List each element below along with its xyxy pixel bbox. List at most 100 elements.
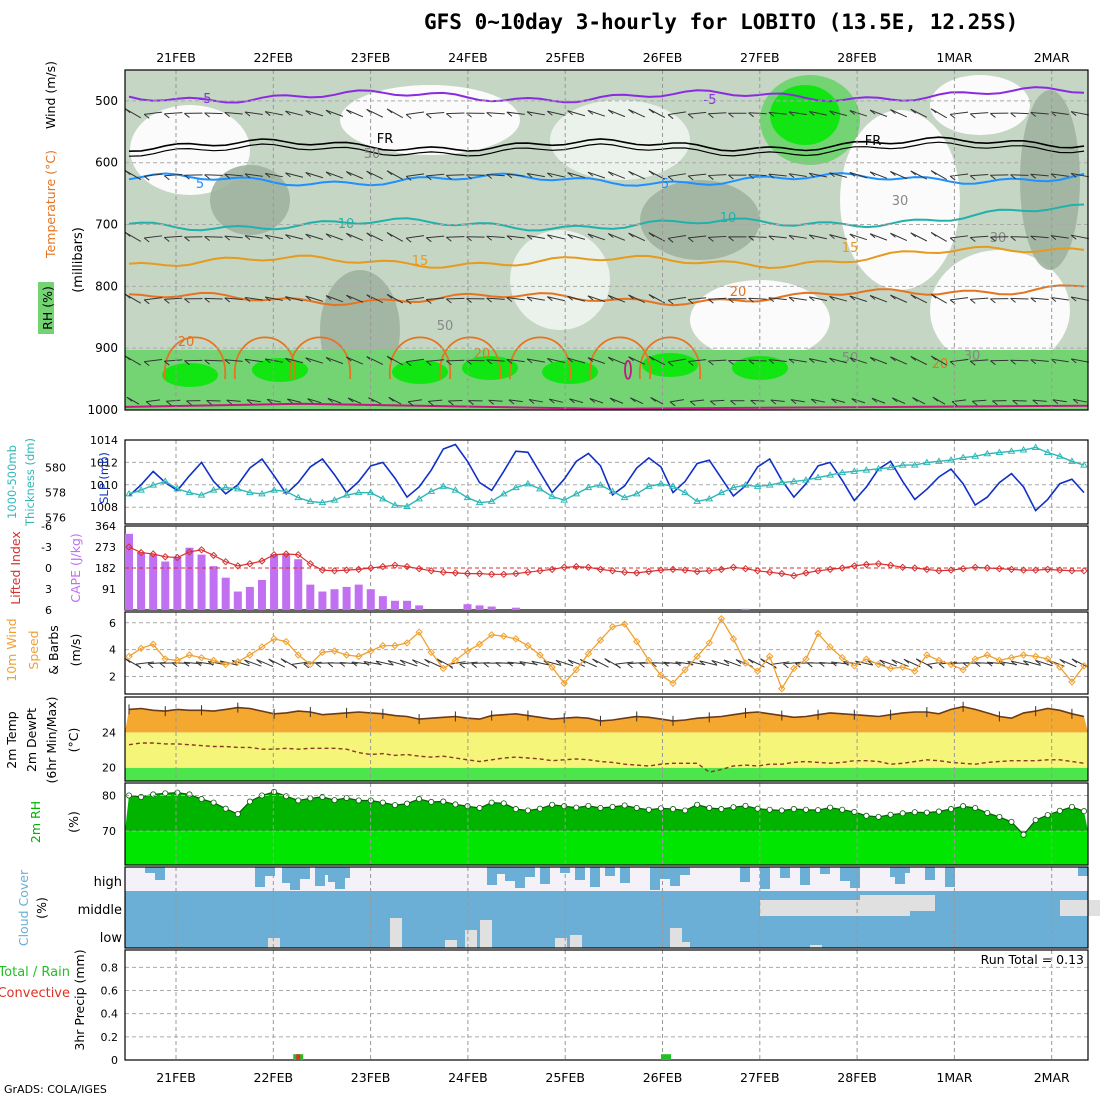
- wind-speed-point: [838, 653, 846, 662]
- wind-barb-mid: [224, 297, 231, 303]
- cloud-high-block: [820, 867, 830, 874]
- wind-barb-mid: [1010, 236, 1029, 238]
- rh-frame: [124, 782, 1089, 866]
- cloud-high-block: [155, 867, 165, 880]
- wind-barb-upper: [808, 111, 815, 116]
- wind-barb-surface: [790, 399, 797, 405]
- surface-wind-barb: [819, 661, 838, 665]
- wind-barb-mid: [386, 232, 393, 237]
- wind-barb-upper: [1010, 174, 1029, 176]
- wind-barb-low: [366, 356, 384, 365]
- wind-barb-mid: [969, 237, 976, 242]
- wind-barb-mid: [486, 297, 505, 300]
- wind-barb-upper: [244, 173, 263, 177]
- wind-barb-mid: [164, 297, 183, 300]
- wind-barb-mid: [567, 295, 586, 302]
- thickness-point: [608, 487, 617, 494]
- rh-point: [972, 804, 979, 811]
- wind-barb-surface: [951, 401, 958, 406]
- wind-barb-mid: [1050, 297, 1057, 302]
- thickness-point: [258, 489, 266, 497]
- thickness-point: [427, 487, 436, 494]
- wind-barb-upper: [486, 173, 505, 177]
- wind-barb-upper: [607, 171, 614, 177]
- wind-barb-surface: [770, 399, 785, 402]
- thickness-point: [149, 481, 158, 488]
- lifted-index-point: [1044, 565, 1052, 574]
- cape-bar: [257, 580, 266, 610]
- rh-point: [948, 806, 955, 813]
- wind-barb-low: [285, 357, 291, 363]
- wind-barb-upper: [788, 173, 795, 179]
- wind-barb-upper: [728, 174, 734, 180]
- wind-speed-point: [1056, 663, 1064, 671]
- wind-barb-mid: [970, 297, 989, 300]
- rh-point: [694, 801, 701, 808]
- wind-barb-low: [224, 359, 231, 365]
- wind-barb-surface: [468, 400, 474, 405]
- lifted-index-point: [222, 557, 230, 566]
- wind-barb-surface: [488, 399, 503, 402]
- wind-barb-mid: [264, 234, 271, 240]
- wind-barb-mid: [506, 235, 513, 241]
- rh-point: [1032, 817, 1039, 824]
- surface-wind-barb: [291, 663, 298, 669]
- wind-speed-point: [596, 636, 605, 644]
- surface-wind-barb: [412, 659, 430, 667]
- wind-barb-upper: [768, 173, 775, 179]
- wind-barb-surface: [810, 398, 817, 404]
- wind-barb-low: [808, 358, 815, 364]
- surface-wind-barb: [400, 659, 418, 667]
- thickness-label: Thickness (dm): [23, 438, 37, 527]
- wind-barb-mid: [608, 233, 626, 241]
- wind-barb-mid: [768, 235, 775, 241]
- wind-speed-point: [294, 651, 302, 659]
- contour-label: 50: [364, 147, 381, 162]
- wind-speed-point: [862, 655, 871, 663]
- pressure-tick: 1000: [87, 403, 118, 417]
- surface-wind-barb: [843, 661, 849, 666]
- wind-barb-upper: [949, 113, 956, 119]
- wind-barb-low: [768, 359, 775, 364]
- rh-point: [585, 802, 592, 809]
- wind-barb-surface: [669, 401, 676, 407]
- wind-speed-point: [814, 629, 822, 638]
- wind-barb-upper: [466, 174, 472, 180]
- rh-tick: 70: [102, 825, 116, 838]
- wind-barb-low: [970, 359, 989, 362]
- thickness-point: [125, 489, 133, 497]
- wind-barb-mid: [547, 296, 553, 302]
- wind-barb-upper: [143, 175, 150, 181]
- rh-above-70-fill: [125, 791, 1088, 835]
- lifted-index-point: [161, 553, 169, 561]
- wind-barb-upper: [224, 112, 231, 117]
- surface-wind-barb: [855, 660, 874, 666]
- wind-barb-low: [486, 359, 493, 365]
- wind-barb-low: [587, 357, 594, 363]
- wind-barb-surface: [488, 399, 495, 405]
- wind-barb-mid: [325, 233, 332, 239]
- wind-barb-mid: [930, 232, 937, 237]
- slp-frame: [124, 439, 1089, 525]
- wind-speed-point: [935, 656, 943, 665]
- wind-barb-surface: [1032, 399, 1039, 405]
- wind-barb-upper: [526, 111, 533, 117]
- thickness-line: [128, 446, 1085, 508]
- lifted-index-point: [850, 562, 859, 570]
- wind-label-2: Speed: [26, 630, 41, 669]
- rh-point: [271, 788, 278, 795]
- wind-barb-surface: [1012, 400, 1018, 405]
- wind-barb-mid: [930, 293, 937, 299]
- wind-speed-point: [318, 648, 327, 657]
- wind-barb-mid: [366, 294, 373, 300]
- lifted-index-point: [645, 567, 653, 576]
- surface-wind-barb: [711, 659, 730, 667]
- wind-barb-upper: [809, 110, 827, 116]
- wind-barb-mid: [648, 294, 655, 299]
- thickness-point: [935, 457, 943, 464]
- lifted-index-point: [354, 565, 363, 574]
- wind-barb-upper: [406, 173, 425, 177]
- wind-barb-upper: [506, 173, 525, 177]
- wind-barb-surface: [246, 399, 253, 405]
